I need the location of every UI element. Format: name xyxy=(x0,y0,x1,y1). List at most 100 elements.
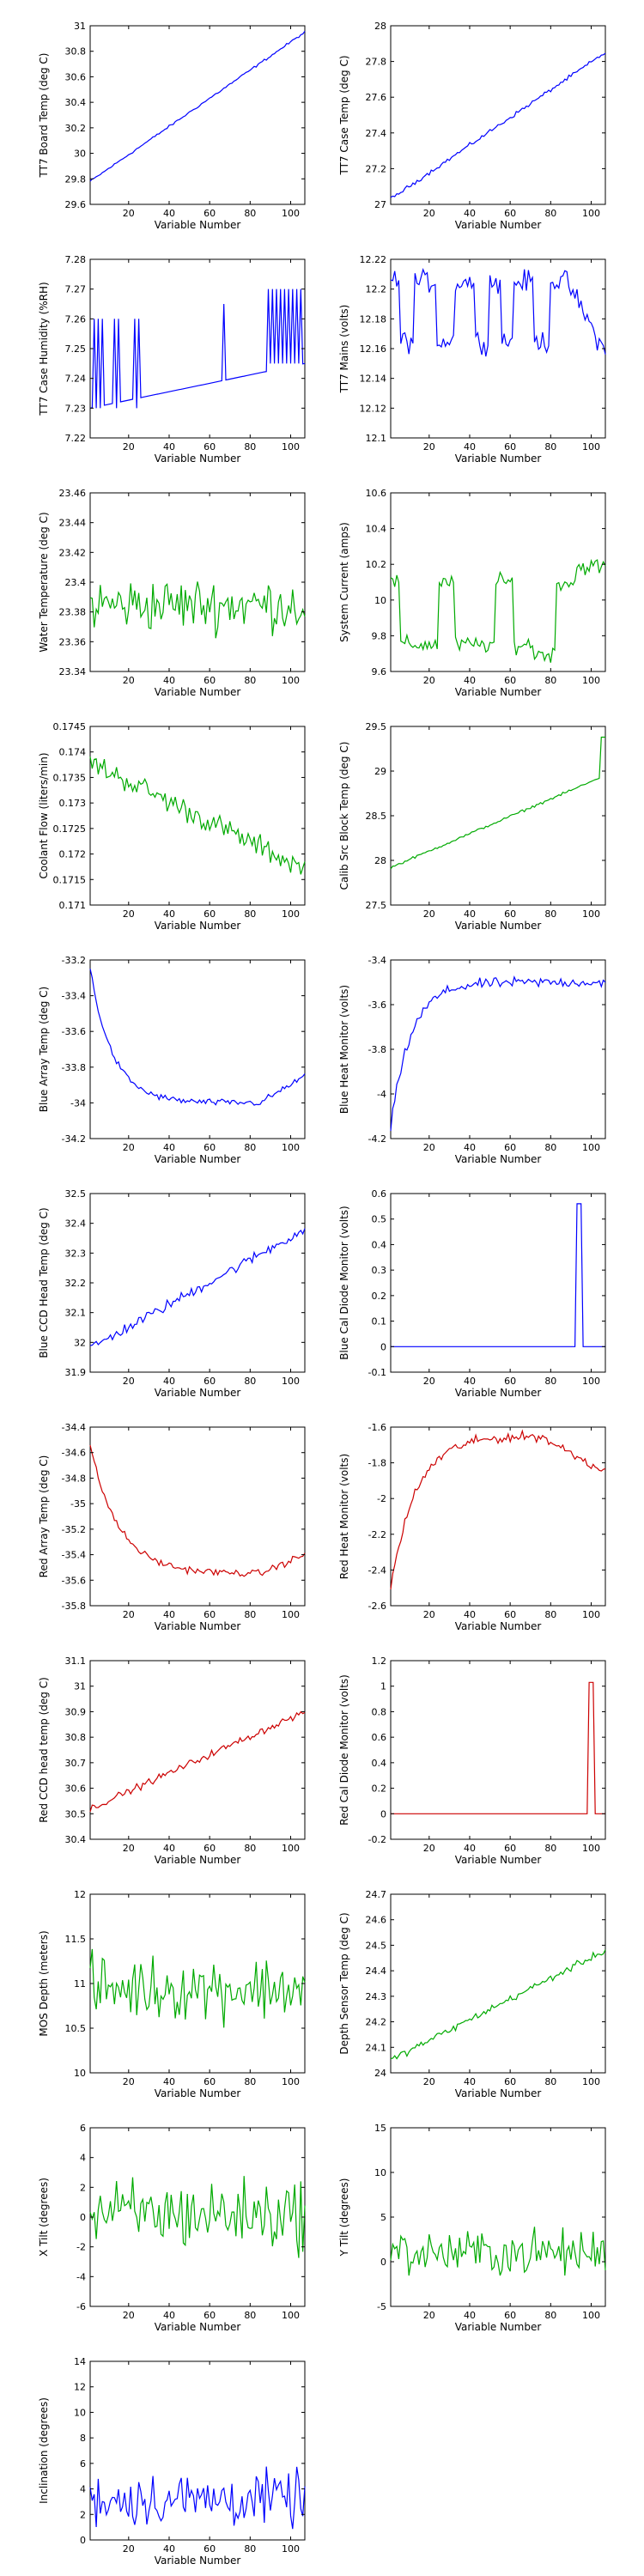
y-tick-label: 8 xyxy=(80,2433,86,2444)
x-tick-label: 40 xyxy=(464,1376,476,1387)
x-tick-label: 20 xyxy=(423,208,435,219)
x-tick-label: 60 xyxy=(204,441,216,453)
y-tick-label: 7.25 xyxy=(65,343,87,355)
x-axis-label: Variable Number xyxy=(155,1387,241,1399)
x-tick-label: 100 xyxy=(282,441,300,453)
y-tick-label: 12.18 xyxy=(360,313,387,325)
y-tick-label: 28 xyxy=(374,21,386,32)
y-tick-label: 10 xyxy=(374,595,386,606)
x-tick-label: 100 xyxy=(282,2076,300,2087)
chart-blue-array-temp-deg-c: 20 40 60 80 100 -34.2 -34 -33.8 -33.6 -33.4 -33.2 V… xyxy=(38,955,306,1165)
x-tick-label: 80 xyxy=(244,208,256,219)
y-tick-label: 27.8 xyxy=(366,57,387,68)
y-tick-label: -34.6 xyxy=(62,1448,86,1459)
plot-area xyxy=(390,2127,606,2307)
y-axis-label: Blue Cal Diode Monitor (volts) xyxy=(338,1206,350,1360)
x-axis-label: Variable Number xyxy=(155,2555,241,2567)
x-tick-label: 20 xyxy=(423,2310,435,2321)
y-tick-label: -4 xyxy=(76,2271,86,2282)
y-tick-label: 0 xyxy=(380,1808,386,1820)
chart-red-ccd-head-temp-deg-c: 20 40 60 80 100 30.4 30.5 30.6 30.7 30.8 30.9 31 31.… xyxy=(38,1656,306,1866)
x-tick-label: 20 xyxy=(423,1142,435,1153)
x-tick-label: 20 xyxy=(123,1609,135,1620)
x-tick-label: 40 xyxy=(163,2310,175,2321)
y-tick-label: 7.27 xyxy=(65,284,87,295)
series-line xyxy=(89,756,306,875)
plot-area xyxy=(390,1660,606,1840)
x-tick-label: 100 xyxy=(582,441,600,453)
chart-red-heat-monitor-volts: 20 40 60 80 100 -2.6 -2.4 -2.2 -2 -1.8 -1.6 Variabl… xyxy=(338,1422,606,1632)
chart-coolant-flow-liters-min: 20 40 60 80 100 0.171 0.1715 0.172 0.1725 0.173 0.… xyxy=(38,721,306,932)
series-line xyxy=(89,1228,306,1346)
y-tick-label: 0.2 xyxy=(372,1291,387,1302)
x-axis-label: Variable Number xyxy=(155,1854,241,1866)
y-tick-label: 27.4 xyxy=(366,128,387,139)
y-tick-label: 0.171 xyxy=(59,900,87,911)
y-tick-label: -34 xyxy=(70,1097,86,1109)
x-tick-label: 20 xyxy=(123,908,135,920)
y-tick-label: 14 xyxy=(74,2356,86,2367)
y-tick-label: -0.1 xyxy=(368,1367,386,1378)
y-tick-label: 0.173 xyxy=(59,798,87,809)
x-tick-label: 60 xyxy=(204,208,216,219)
x-tick-label: 40 xyxy=(163,1142,175,1153)
y-tick-label: 0.174 xyxy=(59,747,87,758)
chart-blue-cal-diode-monitor-volts: 20 40 60 80 100 -0.1 0 0.1 0.2 0.3 0.4 0.5 0.6 Variab… xyxy=(338,1188,606,1399)
y-tick-label: 4 xyxy=(80,2484,86,2495)
y-tick-label: 5 xyxy=(380,2212,386,2223)
y-axis-label: X Tilt (degrees) xyxy=(38,2178,50,2257)
x-tick-label: 40 xyxy=(163,2076,175,2087)
x-axis-label: Variable Number xyxy=(455,2087,542,2099)
plot-area xyxy=(390,1893,606,2074)
plot-area xyxy=(89,1193,306,1373)
y-tick-label: 30.8 xyxy=(65,46,87,58)
series-line xyxy=(390,1429,606,1590)
y-axis-label: TT7 Case Temp (deg C) xyxy=(338,55,350,175)
y-tick-label: 7.23 xyxy=(65,403,87,414)
plot-area xyxy=(390,1193,606,1373)
y-tick-label: 7.28 xyxy=(65,254,87,265)
y-tick-label: 9.6 xyxy=(372,666,387,677)
y-tick-label: 30.8 xyxy=(65,1732,87,1743)
y-axis-label: TT7 Mains (volts) xyxy=(338,305,350,394)
x-tick-label: 20 xyxy=(123,2076,135,2087)
y-axis-label: Y Tilt (degrees) xyxy=(338,2178,350,2257)
x-tick-label: 80 xyxy=(244,1609,256,1620)
chart-depth-sensor-temp-deg-c: 20 40 60 80 100 24 24.1 24.2 24.3 24.4 24.5 24.6 24.… xyxy=(338,1889,606,2099)
x-tick-label: 40 xyxy=(163,2543,175,2555)
chart-tt7-board-temp-deg-c: 20 40 60 80 100 29.6 29.8 30 30.2 30.4 30.6 30.8 31 V… xyxy=(38,21,306,231)
x-tick-label: 20 xyxy=(423,1376,435,1387)
x-axis-label: Variable Number xyxy=(455,1620,542,1632)
series-line xyxy=(390,2227,606,2276)
series-line xyxy=(390,267,606,357)
plot-area xyxy=(390,258,606,439)
x-axis-label: Variable Number xyxy=(455,219,542,231)
y-tick-label: -33.4 xyxy=(62,991,86,1002)
plot-area xyxy=(89,1660,306,1840)
x-tick-label: 100 xyxy=(582,1142,600,1153)
y-axis-label: Blue Array Temp (deg C) xyxy=(38,987,50,1112)
series-line xyxy=(89,1710,306,1813)
chart-x-tilt-degrees: 20 40 60 80 100 -6 -4 -2 0 2 4 6 Variable Number X Ti… xyxy=(38,2123,306,2333)
y-tick-label: 31.1 xyxy=(65,1656,87,1667)
y-tick-label: -35.4 xyxy=(62,1550,86,1561)
y-tick-label: 10.2 xyxy=(366,559,387,570)
x-axis-label: Variable Number xyxy=(155,686,241,698)
y-axis-label: Red Cal Diode Monitor (volts) xyxy=(338,1674,350,1826)
y-tick-label: -2 xyxy=(377,1493,386,1504)
y-tick-label: 0.5 xyxy=(372,1214,387,1225)
x-tick-label: 60 xyxy=(504,441,516,453)
x-axis-label: Variable Number xyxy=(155,2321,241,2333)
x-tick-label: 20 xyxy=(123,2310,135,2321)
series-line xyxy=(390,736,605,870)
x-tick-label: 40 xyxy=(464,441,476,453)
y-tick-label: 12.2 xyxy=(366,284,387,295)
y-tick-label: 12.22 xyxy=(360,254,387,265)
y-tick-label: 32.2 xyxy=(65,1278,87,1289)
y-tick-label: 27.2 xyxy=(366,163,387,174)
y-tick-label: 23.36 xyxy=(59,636,87,647)
y-axis-label: Coolant Flow (liters/min) xyxy=(38,752,50,878)
chart-system-current-amps: 20 40 60 80 100 9.6 9.8 10 10.2 10.4 10.6 Variable … xyxy=(338,488,606,698)
x-tick-label: 80 xyxy=(544,675,556,686)
